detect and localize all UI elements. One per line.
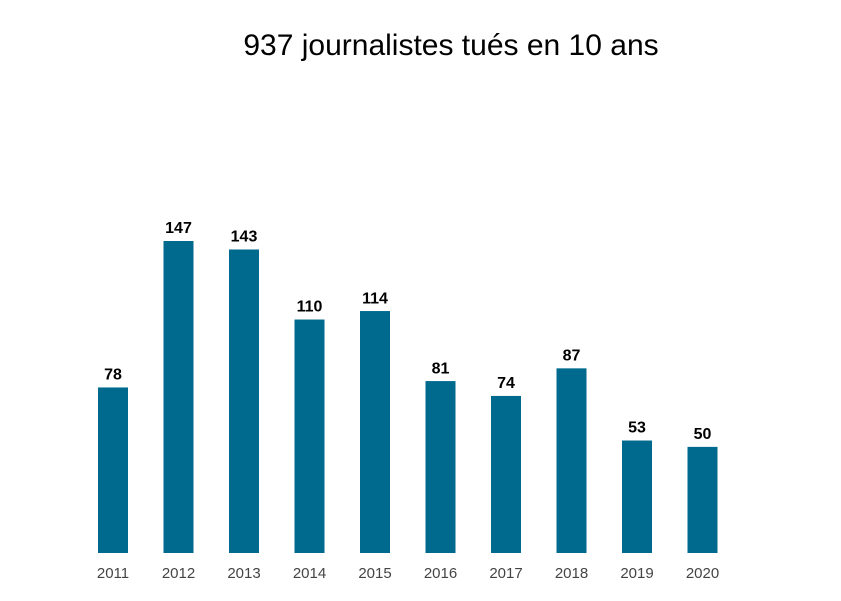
data-label: 114 bbox=[362, 290, 388, 307]
data-label: 143 bbox=[231, 229, 258, 246]
bar bbox=[98, 387, 128, 553]
bar bbox=[556, 368, 587, 553]
x-tick-label: 2013 bbox=[227, 565, 260, 582]
data-label: 53 bbox=[628, 420, 646, 437]
bar bbox=[229, 249, 259, 553]
x-tick-label: 2017 bbox=[489, 565, 522, 582]
x-tick-label: 2016 bbox=[424, 565, 457, 582]
x-tick-label: 2012 bbox=[162, 565, 195, 582]
data-label: 110 bbox=[297, 299, 323, 316]
bar bbox=[491, 395, 521, 553]
data-label: 81 bbox=[432, 360, 450, 377]
x-tick-label: 2019 bbox=[620, 565, 653, 582]
bar bbox=[622, 440, 652, 553]
x-tick-label: 2015 bbox=[358, 565, 391, 582]
x-tick-label: 2018 bbox=[555, 565, 588, 582]
x-tick-label: 2011 bbox=[97, 565, 129, 582]
bar bbox=[163, 241, 194, 553]
bar bbox=[294, 319, 325, 553]
chart-title: 937 journalistes tués en 10 ans bbox=[243, 29, 658, 62]
x-tick-label: 2020 bbox=[686, 565, 719, 582]
x-tick-label: 2014 bbox=[293, 565, 326, 582]
data-label: 147 bbox=[165, 220, 192, 237]
bar bbox=[360, 311, 390, 553]
bar bbox=[425, 381, 456, 553]
data-label: 78 bbox=[104, 367, 122, 384]
data-label: 87 bbox=[563, 348, 581, 365]
bar bbox=[687, 446, 718, 553]
data-label: 74 bbox=[497, 375, 515, 392]
data-label: 50 bbox=[694, 426, 712, 443]
